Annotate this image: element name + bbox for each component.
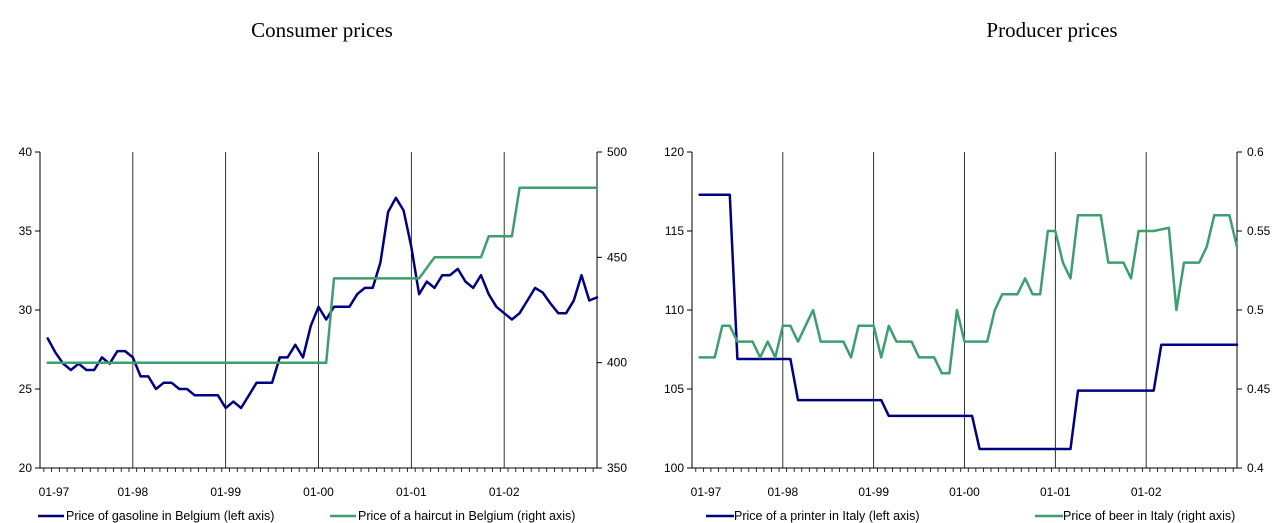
- y-tick-label-left: 115: [665, 224, 684, 238]
- x-tick-label: 01-00: [303, 485, 334, 499]
- legend-label-printer: Price of a printer in Italy (left axis): [734, 509, 919, 523]
- series-line: [46, 186, 599, 364]
- x-tick-label: 01-98: [117, 485, 148, 499]
- x-tick-label: 01-97: [39, 485, 70, 499]
- y-tick-label-left: 100: [664, 461, 684, 475]
- chart-legend: Price of a printer in Italy (left axis) …: [706, 509, 1235, 523]
- legend-label-haircut: Price of a haircut in Belgium (right axi…: [358, 509, 575, 523]
- y-tick-label-left: 35: [19, 224, 33, 238]
- consumer-prices-plot-area: 01-97 01-98 01-99 01-00 01-01 01-02 20 25 30 35 40…: [19, 145, 628, 499]
- x-tick-label: 01-01: [396, 485, 427, 499]
- series-line: [46, 196, 599, 410]
- x-tick-label: 01-99: [210, 485, 241, 499]
- y-tick-label-left: 40: [19, 145, 33, 159]
- legend-label-gasoline: Price of gasoline in Belgium (left axis): [66, 509, 274, 523]
- chart-title: Consumer prices: [251, 18, 393, 42]
- y-tick-label-right: 0.4: [1247, 461, 1264, 475]
- y-tick-label-right: 0.55: [1247, 224, 1271, 238]
- y-tick-label-right: 500: [607, 145, 627, 159]
- chart-legend: Price of gasoline in Belgium (left axis)…: [38, 509, 575, 523]
- y-tick-label-left: 105: [664, 382, 684, 396]
- series-line: [698, 213, 1239, 375]
- chart-title: Producer prices: [986, 18, 1117, 42]
- y-tick-label-left: 30: [19, 303, 33, 317]
- x-tick-label: 01-00: [949, 485, 980, 499]
- x-tick-label: 01-02: [1131, 485, 1162, 499]
- legend-label-beer: Price of beer in Italy (right axis): [1063, 509, 1235, 523]
- y-tick-label-right: 0.6: [1247, 145, 1264, 159]
- y-tick-label-left: 20: [19, 461, 33, 475]
- series-line: [698, 193, 1239, 451]
- consumer-prices-chart: Consumer prices 01-97 01-98 01-99 01-00 01-0…: [19, 18, 628, 523]
- y-tick-label-right: 350: [607, 461, 627, 475]
- x-tick-label: 01-97: [691, 485, 722, 499]
- x-tick-label: 01-02: [489, 485, 520, 499]
- x-tick-label: 01-01: [1040, 485, 1071, 499]
- x-tick-label: 01-98: [767, 485, 798, 499]
- y-tick-label-left: 120: [664, 145, 684, 159]
- y-tick-label-left: 25: [19, 382, 33, 396]
- producer-prices-plot-area: 01-97 01-98 01-99 01-00 01-01 01-02 100 105 110 1…: [664, 145, 1271, 499]
- y-tick-label-right: 400: [607, 356, 627, 370]
- x-tick-label: 01-99: [858, 485, 889, 499]
- y-tick-label-right: 450: [607, 250, 627, 264]
- y-tick-label-left: 110: [665, 303, 684, 317]
- y-tick-label-right: 0.5: [1247, 303, 1264, 317]
- producer-prices-chart: Producer prices 01-97 01-98 01-99 01-00 01-0…: [664, 18, 1271, 523]
- y-tick-label-right: 0.45: [1247, 382, 1271, 396]
